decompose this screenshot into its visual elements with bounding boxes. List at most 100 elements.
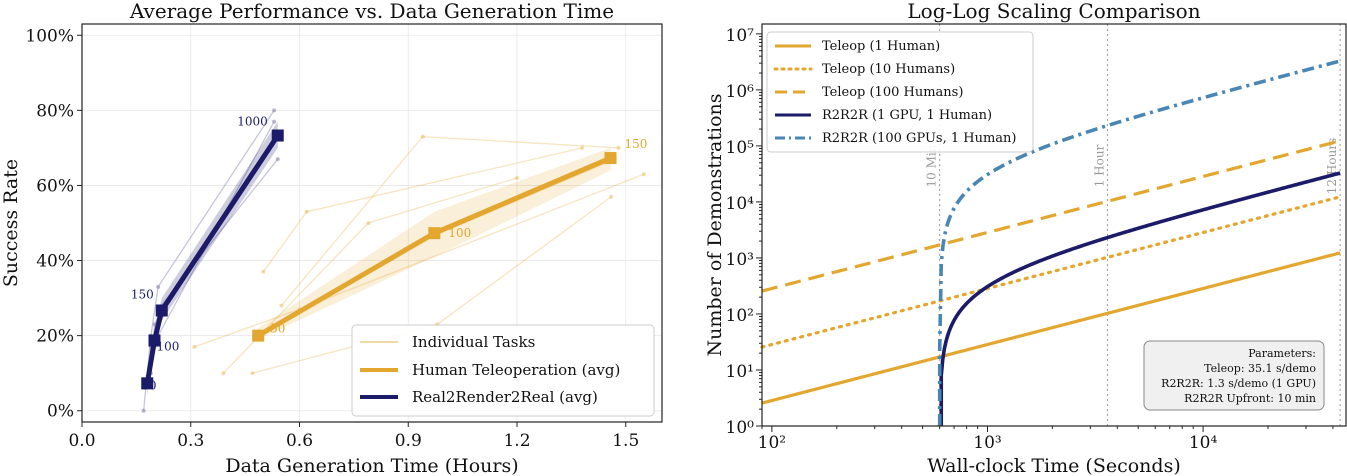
r2r2r-point-label: 100 (157, 340, 180, 354)
teleop-task-point (616, 145, 621, 150)
teleop-avg-marker (428, 227, 441, 240)
teleop-task-point (515, 175, 519, 180)
teleop-task-line (262, 147, 583, 273)
parameters-line-teleop: Teleop: 35.1 s/demo (1204, 362, 1316, 375)
teleop-avg-marker (252, 329, 265, 342)
left-y-tick-label: 80% (36, 101, 74, 121)
teleop-task-line (252, 196, 612, 374)
left-y-tick-label: 100% (25, 26, 74, 46)
right-x-tick-label: 10⁴ (1189, 433, 1218, 453)
series-line-0 (761, 251, 1341, 405)
r2r2r-task-point (156, 284, 161, 289)
right-chart: Log-Log Scaling Comparison 10 Min 1 Hour 1… (704, 0, 1347, 476)
left-grid (81, 24, 662, 422)
left-x-tick-label: 0.6 (286, 431, 313, 451)
r2r2r-avg-marker (271, 129, 284, 142)
r2r2r-task-point (152, 322, 157, 327)
teleop-task-point (250, 371, 255, 376)
series-line-4 (937, 59, 1341, 426)
left-x-axis-label: Data Generation Time (Hours) (225, 455, 518, 476)
left-point-labels: 50 100 150 50 100 150 1000 (131, 115, 648, 393)
left-series (141, 129, 617, 390)
left-ticks: 0.0 0.3 0.6 0.9 1.2 1.5 0% 20% 40% 60% 80% 100% (25, 26, 639, 451)
left-y-tick-label: 40% (36, 252, 74, 272)
left-y-tick-label: 0% (47, 402, 74, 422)
reference-line-label: 1 Hour (1092, 144, 1106, 187)
reference-line-label: 10 Min (925, 144, 939, 187)
teleop-avg-marker (604, 152, 617, 165)
r2r2r-task-point (272, 119, 277, 124)
left-y-tick-label: 20% (36, 327, 74, 347)
right-plot-frame (761, 23, 1347, 427)
right-x-tick-label: 10² (758, 433, 786, 453)
right-chart-title: Log-Log Scaling Comparison (907, 0, 1200, 23)
teleop-point-label: 150 (625, 137, 648, 151)
parameters-box: Parameters: Teleop: 35.1 s/demo R2R2R: 1… (1143, 340, 1325, 411)
parameters-title: Parameters: (1248, 347, 1316, 360)
teleop-point-label: 100 (448, 226, 471, 240)
right-x-tick-label: 10³ (973, 433, 1001, 453)
left-legend-box (351, 324, 655, 417)
legend-label-individual-tasks: Individual Tasks (412, 333, 535, 351)
series-line-2 (761, 139, 1341, 293)
right-series (760, 59, 1342, 426)
teleop-task-line (222, 177, 518, 374)
teleop-task-point (221, 371, 226, 376)
left-x-tick-label: 0.3 (177, 431, 204, 451)
r2r2r-avg-marker (141, 377, 154, 390)
r2r2r-point-label: 1000 (237, 115, 268, 129)
left-x-tick-label: 1.2 (503, 431, 530, 451)
left-chart-title: Average Performance vs. Data Generation … (129, 0, 614, 23)
teleop-task-point (641, 172, 646, 177)
r2r2r-confidence-band (147, 121, 278, 396)
parameters-line-r2r2r: R2R2R: 1.3 s/demo (1 GPU) (1161, 377, 1316, 390)
right-y-tick-label: 10³ (726, 250, 754, 270)
right-y-tick-label: 10¹ (726, 362, 754, 382)
parameters-line-upfront: R2R2R Upfront: 10 min (1184, 392, 1316, 405)
legend-label-r2r2r-100gpu: R2R2R (100 GPUs, 1 Human) (822, 131, 1017, 146)
right-y-tick-label: 10⁵ (726, 138, 755, 158)
right-y-tick-label: 10⁶ (726, 82, 755, 102)
right-y-tick-label: 10⁰ (726, 418, 755, 438)
legend-label-teleop-100: Teleop (100 Humans) (822, 85, 963, 100)
legend-label-human-teleop: Human Teleoperation (avg) (412, 361, 620, 379)
teleop-confidence-band (258, 147, 611, 340)
series-line-1 (760, 195, 1342, 349)
reference-line-label: 12 Hours (1325, 138, 1339, 194)
r2r2r-task-point (141, 408, 146, 413)
legend-label-teleop-1: Teleop (1 Human) (822, 39, 940, 54)
right-x-axis-label: Wall-clock Time (Seconds) (927, 455, 1181, 476)
left-plot-frame (81, 23, 663, 423)
right-ticks: 10² 10³ 10⁴ 10⁰ 10¹ 10² 10³ 10⁴ 10⁵ 10⁶ 10⁷ (726, 26, 1334, 453)
teleop-task-point (261, 269, 266, 274)
right-y-tick-label: 10² (726, 306, 754, 326)
left-y-tick-label: 60% (36, 176, 74, 196)
right-legend-box (766, 31, 1034, 153)
right-legend: Teleop (1 Human) Teleop (10 Humans) Tele… (766, 31, 1034, 153)
teleop-task-point (279, 303, 284, 308)
r2r2r-avg-marker (155, 304, 168, 317)
left-x-tick-label: 1.5 (612, 431, 639, 451)
right-y-tick-label: 10⁷ (726, 26, 755, 46)
legend-label-r2r2r: Real2Render2Real (avg) (412, 388, 598, 406)
teleop-task-point (609, 194, 614, 199)
left-y-axis-label: Success Rate (0, 159, 22, 287)
legend-label-r2r2r-1gpu: R2R2R (1 GPU, 1 Human) (822, 108, 992, 123)
series-line-3 (939, 171, 1341, 426)
r2r2r-point-label: 50 (141, 378, 156, 392)
teleop-task-point (304, 209, 309, 214)
left-legend: Individual Tasks Human Teleoperation (av… (351, 324, 655, 417)
r2r2r-task-point (275, 157, 280, 162)
right-y-tick-label: 10⁴ (726, 194, 755, 214)
r2r2r-point-label: 150 (131, 287, 154, 301)
r2r2r-avg-marker (148, 334, 161, 347)
teleop-task-line (280, 135, 619, 307)
r2r2r-task-point (272, 108, 277, 113)
teleop-task-point (192, 344, 197, 349)
teleop-task-point (420, 134, 425, 139)
left-x-tick-label: 0.9 (395, 431, 422, 451)
left-chart: Average Performance vs. Data Generation … (0, 0, 663, 476)
teleop-point-label: 50 (270, 322, 285, 336)
right-y-axis-label: Number of Demonstrations (704, 93, 726, 356)
